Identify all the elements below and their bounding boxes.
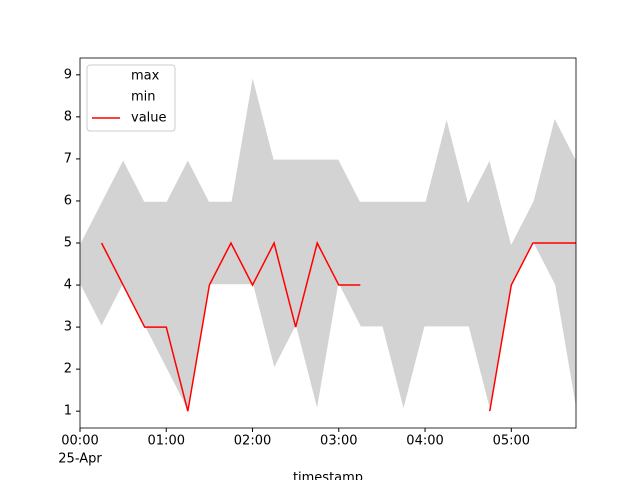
series-line — [100, 240, 576, 412]
series-line — [79, 74, 577, 246]
x-axis-label: timestamp — [293, 471, 363, 481]
y-tick-label: 4 — [64, 278, 72, 293]
y-tick-label: 6 — [64, 193, 72, 208]
y-tick-label: 9 — [64, 67, 72, 82]
legend-label: min — [131, 90, 156, 105]
x-tick-label: 03:00 — [320, 434, 357, 449]
y-tick-label: 5 — [64, 236, 72, 251]
y-tick-label: 1 — [64, 404, 72, 419]
x-tick-label: 04:00 — [406, 434, 443, 449]
x-date-label: 25-Apr — [58, 452, 102, 467]
legend-box — [86, 64, 176, 132]
y-tick-label: 2 — [64, 362, 72, 377]
y-tick-label: 8 — [64, 109, 72, 124]
y-tick-label: 3 — [64, 320, 72, 335]
legend: max min value — [86, 64, 176, 132]
legend-label: value — [131, 111, 167, 126]
x-tick-label: 01:00 — [148, 434, 185, 449]
legend-label: max — [131, 69, 160, 84]
y-tick-label: 7 — [64, 151, 72, 166]
x-tick-label: 02:00 — [234, 434, 271, 449]
x-tick-label: 00:00 — [61, 434, 98, 449]
x-tick-label: 05:00 — [493, 434, 530, 449]
